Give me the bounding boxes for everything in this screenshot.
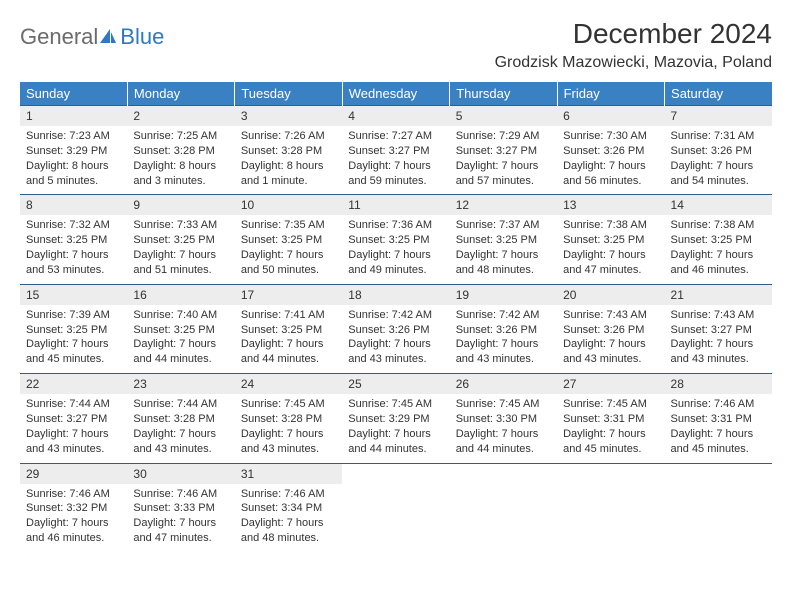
day-number-cell: 31 — [235, 463, 342, 484]
day-info-cell: Sunrise: 7:35 AMSunset: 3:25 PMDaylight:… — [235, 215, 342, 284]
day-info-cell: Sunrise: 7:39 AMSunset: 3:25 PMDaylight:… — [20, 305, 127, 374]
day-info-cell: Sunrise: 7:43 AMSunset: 3:26 PMDaylight:… — [557, 305, 664, 374]
day-info-cell: Sunrise: 7:46 AMSunset: 3:34 PMDaylight:… — [235, 484, 342, 552]
day-number-cell: 27 — [557, 374, 664, 395]
weekday-header: Thursday — [450, 82, 557, 106]
day-number-cell — [665, 463, 772, 484]
day-info-cell: Sunrise: 7:27 AMSunset: 3:27 PMDaylight:… — [342, 126, 449, 195]
day-number-cell: 17 — [235, 284, 342, 305]
day-info-cell: Sunrise: 7:44 AMSunset: 3:28 PMDaylight:… — [127, 394, 234, 463]
day-number-cell — [342, 463, 449, 484]
day-number-cell — [450, 463, 557, 484]
day-number-cell: 5 — [450, 106, 557, 127]
daynum-row: 293031 — [20, 463, 772, 484]
day-info-cell: Sunrise: 7:32 AMSunset: 3:25 PMDaylight:… — [20, 215, 127, 284]
day-info-cell: Sunrise: 7:36 AMSunset: 3:25 PMDaylight:… — [342, 215, 449, 284]
day-number-cell: 26 — [450, 374, 557, 395]
day-info-cell: Sunrise: 7:25 AMSunset: 3:28 PMDaylight:… — [127, 126, 234, 195]
day-number-cell: 22 — [20, 374, 127, 395]
day-number-cell: 30 — [127, 463, 234, 484]
day-number-cell: 9 — [127, 195, 234, 216]
day-info-cell: Sunrise: 7:41 AMSunset: 3:25 PMDaylight:… — [235, 305, 342, 374]
day-number-cell: 4 — [342, 106, 449, 127]
day-number-cell: 11 — [342, 195, 449, 216]
header: General Blue December 2024 Grodzisk Mazo… — [20, 18, 772, 72]
day-info-cell: Sunrise: 7:29 AMSunset: 3:27 PMDaylight:… — [450, 126, 557, 195]
day-number-cell: 10 — [235, 195, 342, 216]
daynum-row: 1234567 — [20, 106, 772, 127]
day-info-cell: Sunrise: 7:46 AMSunset: 3:33 PMDaylight:… — [127, 484, 234, 552]
day-info-cell — [557, 484, 664, 552]
day-info-cell: Sunrise: 7:38 AMSunset: 3:25 PMDaylight:… — [665, 215, 772, 284]
location: Grodzisk Mazowiecki, Mazovia, Poland — [495, 54, 772, 72]
day-number-cell: 8 — [20, 195, 127, 216]
day-info-cell: Sunrise: 7:46 AMSunset: 3:31 PMDaylight:… — [665, 394, 772, 463]
day-info-cell: Sunrise: 7:45 AMSunset: 3:30 PMDaylight:… — [450, 394, 557, 463]
day-info-cell — [342, 484, 449, 552]
daynum-row: 22232425262728 — [20, 374, 772, 395]
logo-sail-icon — [98, 27, 118, 50]
day-info-cell: Sunrise: 7:31 AMSunset: 3:26 PMDaylight:… — [665, 126, 772, 195]
day-number-cell: 29 — [20, 463, 127, 484]
day-number-cell: 18 — [342, 284, 449, 305]
day-info-cell: Sunrise: 7:45 AMSunset: 3:28 PMDaylight:… — [235, 394, 342, 463]
day-number-cell: 23 — [127, 374, 234, 395]
daynum-row: 15161718192021 — [20, 284, 772, 305]
day-number-cell: 20 — [557, 284, 664, 305]
day-number-cell: 21 — [665, 284, 772, 305]
day-number-cell: 6 — [557, 106, 664, 127]
day-number-cell: 12 — [450, 195, 557, 216]
calendar-table: Sunday Monday Tuesday Wednesday Thursday… — [20, 82, 772, 552]
day-number-cell: 16 — [127, 284, 234, 305]
title-block: December 2024 Grodzisk Mazowiecki, Mazov… — [495, 18, 772, 72]
weekday-header: Monday — [127, 82, 234, 106]
day-info-cell: Sunrise: 7:44 AMSunset: 3:27 PMDaylight:… — [20, 394, 127, 463]
day-info-cell: Sunrise: 7:37 AMSunset: 3:25 PMDaylight:… — [450, 215, 557, 284]
day-info-cell: Sunrise: 7:42 AMSunset: 3:26 PMDaylight:… — [450, 305, 557, 374]
day-info-cell: Sunrise: 7:40 AMSunset: 3:25 PMDaylight:… — [127, 305, 234, 374]
day-info-cell: Sunrise: 7:45 AMSunset: 3:31 PMDaylight:… — [557, 394, 664, 463]
day-number-cell: 3 — [235, 106, 342, 127]
day-number-cell: 19 — [450, 284, 557, 305]
month-title: December 2024 — [495, 18, 772, 50]
weekday-header: Friday — [557, 82, 664, 106]
day-number-cell: 25 — [342, 374, 449, 395]
day-number-cell: 28 — [665, 374, 772, 395]
day-info-cell: Sunrise: 7:30 AMSunset: 3:26 PMDaylight:… — [557, 126, 664, 195]
logo-text-general: General — [20, 24, 98, 50]
day-info-cell — [450, 484, 557, 552]
day-info-cell: Sunrise: 7:43 AMSunset: 3:27 PMDaylight:… — [665, 305, 772, 374]
info-row: Sunrise: 7:23 AMSunset: 3:29 PMDaylight:… — [20, 126, 772, 195]
day-number-cell: 15 — [20, 284, 127, 305]
day-number-cell: 14 — [665, 195, 772, 216]
day-info-cell: Sunrise: 7:26 AMSunset: 3:28 PMDaylight:… — [235, 126, 342, 195]
info-row: Sunrise: 7:39 AMSunset: 3:25 PMDaylight:… — [20, 305, 772, 374]
weekday-header: Tuesday — [235, 82, 342, 106]
info-row: Sunrise: 7:32 AMSunset: 3:25 PMDaylight:… — [20, 215, 772, 284]
day-number-cell: 13 — [557, 195, 664, 216]
day-number-cell: 2 — [127, 106, 234, 127]
day-info-cell: Sunrise: 7:38 AMSunset: 3:25 PMDaylight:… — [557, 215, 664, 284]
day-info-cell: Sunrise: 7:45 AMSunset: 3:29 PMDaylight:… — [342, 394, 449, 463]
day-info-cell: Sunrise: 7:46 AMSunset: 3:32 PMDaylight:… — [20, 484, 127, 552]
logo: General Blue — [20, 18, 164, 50]
daynum-row: 891011121314 — [20, 195, 772, 216]
day-number-cell: 7 — [665, 106, 772, 127]
weekday-header: Sunday — [20, 82, 127, 106]
info-row: Sunrise: 7:44 AMSunset: 3:27 PMDaylight:… — [20, 394, 772, 463]
day-info-cell — [665, 484, 772, 552]
day-number-cell: 1 — [20, 106, 127, 127]
weekday-header-row: Sunday Monday Tuesday Wednesday Thursday… — [20, 82, 772, 106]
day-number-cell: 24 — [235, 374, 342, 395]
info-row: Sunrise: 7:46 AMSunset: 3:32 PMDaylight:… — [20, 484, 772, 552]
weekday-header: Wednesday — [342, 82, 449, 106]
day-info-cell: Sunrise: 7:23 AMSunset: 3:29 PMDaylight:… — [20, 126, 127, 195]
day-info-cell: Sunrise: 7:42 AMSunset: 3:26 PMDaylight:… — [342, 305, 449, 374]
day-info-cell: Sunrise: 7:33 AMSunset: 3:25 PMDaylight:… — [127, 215, 234, 284]
logo-text-blue: Blue — [120, 24, 164, 50]
day-number-cell — [557, 463, 664, 484]
weekday-header: Saturday — [665, 82, 772, 106]
